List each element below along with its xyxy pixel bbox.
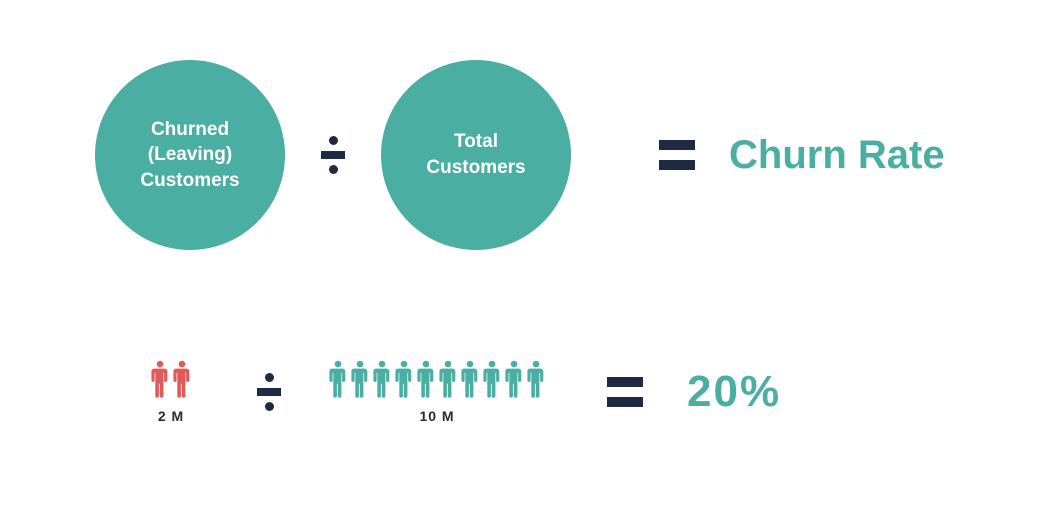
person-icon (527, 360, 545, 398)
formula-row: Churned(Leaving)Customers TotalCustomers… (95, 60, 975, 250)
churn-rate-label: Churn Rate (729, 133, 945, 178)
person-icon (461, 360, 479, 398)
total-people-group: 10 M (329, 360, 545, 424)
equals-icon (607, 377, 643, 407)
total-people-icons (329, 360, 545, 398)
churned-people-value: 2 M (158, 408, 184, 424)
churn-rate-value: 20% (687, 367, 781, 417)
example-row: 2 M 10 M 20% (95, 360, 975, 424)
person-icon (395, 360, 413, 398)
total-customers-label: TotalCustomers (426, 129, 525, 180)
divide-icon (257, 373, 281, 411)
infographic-canvas: Churned(Leaving)Customers TotalCustomers… (0, 0, 1064, 520)
total-customers-circle: TotalCustomers (381, 60, 571, 250)
churned-people-group: 2 M (151, 360, 191, 424)
person-icon (173, 360, 191, 398)
divide-icon (321, 136, 345, 174)
person-icon (505, 360, 523, 398)
total-people-value: 10 M (419, 408, 454, 424)
person-icon (151, 360, 169, 398)
churned-customers-circle: Churned(Leaving)Customers (95, 60, 285, 250)
equals-icon (659, 140, 695, 170)
person-icon (417, 360, 435, 398)
person-icon (351, 360, 369, 398)
person-icon (439, 360, 457, 398)
person-icon (483, 360, 501, 398)
churned-people-icons (151, 360, 191, 398)
person-icon (373, 360, 391, 398)
person-icon (329, 360, 347, 398)
churned-customers-label: Churned(Leaving)Customers (140, 117, 239, 194)
